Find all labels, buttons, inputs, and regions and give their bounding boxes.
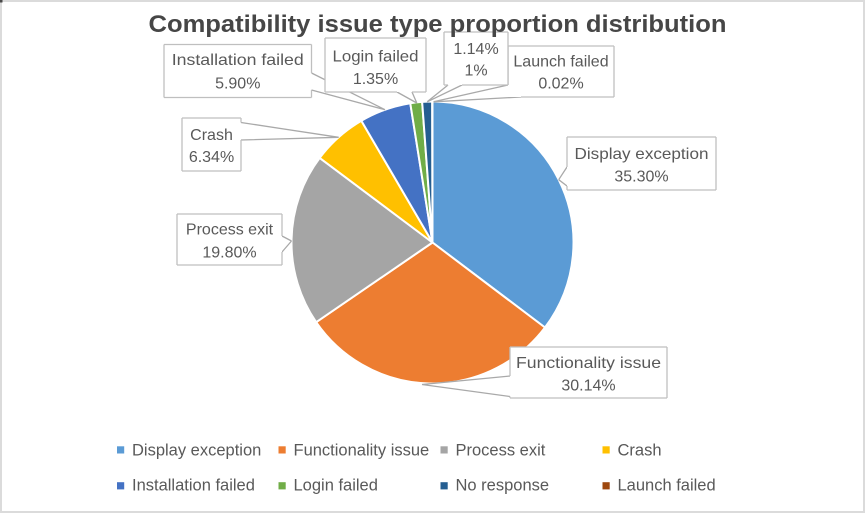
svg-text:No response: No response [456,477,550,495]
svg-text:Launch failed: Launch failed [513,54,608,71]
svg-text:30.14%: 30.14% [561,377,615,394]
svg-text:Login failed: Login failed [333,49,419,66]
svg-text:Installation failed: Installation failed [132,477,255,495]
svg-text:Process exit: Process exit [186,222,274,239]
svg-text:1%: 1% [464,63,487,80]
svg-text:Functionality issue: Functionality issue [294,442,430,460]
svg-text:Installation failed: Installation failed [172,52,304,69]
svg-text:1.14%: 1.14% [453,41,498,58]
svg-text:Compatibility issue type propo: Compatibility issue type proportion dist… [149,11,727,38]
svg-text:Launch failed: Launch failed [618,477,716,495]
svg-text:1.35%: 1.35% [353,71,398,88]
svg-text:Crash: Crash [190,127,233,144]
svg-text:19.80%: 19.80% [202,244,256,261]
svg-text:Process exit: Process exit [456,442,546,460]
svg-text:Login failed: Login failed [294,477,378,495]
svg-text:Display exception: Display exception [132,442,261,460]
svg-text:Crash: Crash [618,442,662,460]
svg-text:Display exception: Display exception [575,146,709,163]
svg-text:Functionality issue: Functionality issue [516,355,661,372]
svg-text:0.02%: 0.02% [538,76,583,93]
svg-text:5.90%: 5.90% [215,75,260,92]
svg-text:6.34%: 6.34% [189,149,234,166]
svg-text:35.30%: 35.30% [614,169,668,186]
